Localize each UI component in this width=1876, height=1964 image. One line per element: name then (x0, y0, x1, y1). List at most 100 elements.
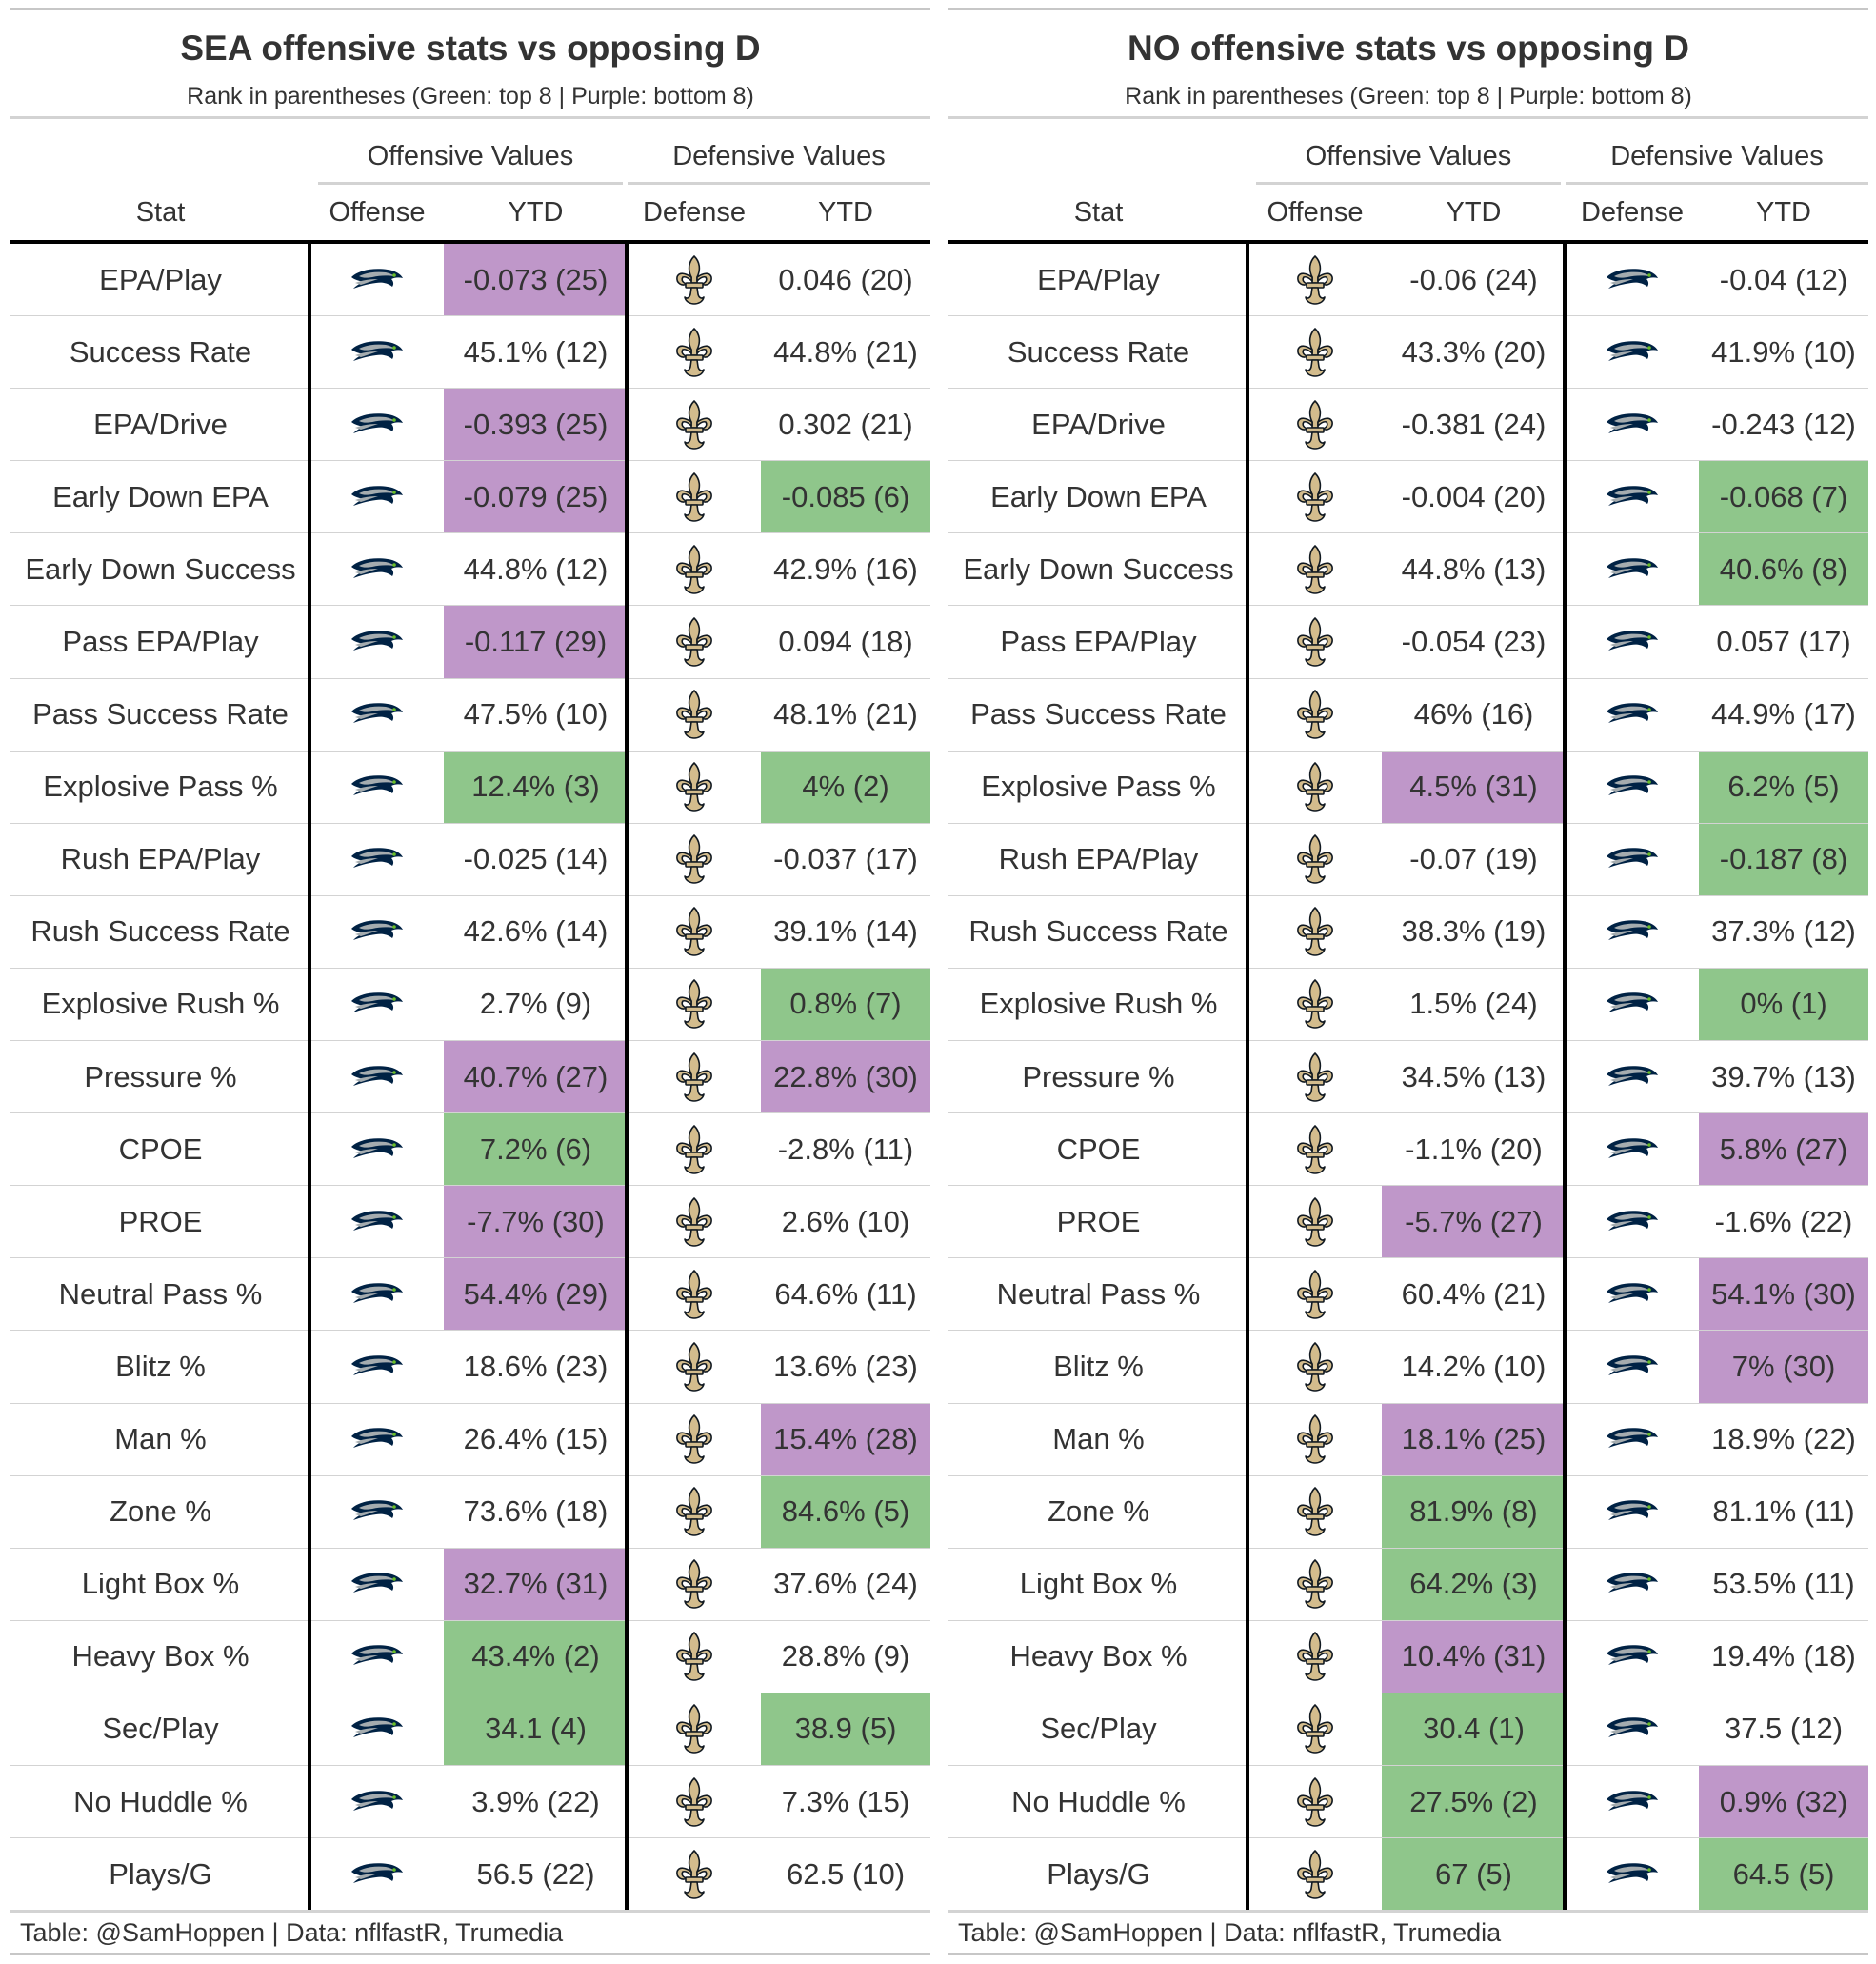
col-header-offense: Offense (1267, 197, 1364, 228)
offense-ytd-value: 54.4% (29) (444, 1258, 628, 1331)
saints-fleur-de-lis-icon (1248, 1186, 1382, 1257)
table-row: CPOE -1.1% (20) 5.8% (27) (948, 1113, 1868, 1187)
defensive-values-spanner: Defensive Values (628, 128, 930, 185)
seahawks-logo-icon (1566, 752, 1699, 823)
seahawks-logo-icon (1566, 244, 1699, 315)
stat-name: Early Down EPA (990, 479, 1207, 513)
seahawks-logo-icon (1566, 824, 1699, 895)
seahawks-logo-icon (1566, 1404, 1699, 1475)
defense-ytd-value: 22.8% (30) (761, 1041, 930, 1113)
offense-ytd-value: 47.5% (10) (463, 697, 609, 731)
col-header-offense: Offense (329, 197, 426, 228)
stat-name: CPOE (1056, 1132, 1141, 1166)
offense-ytd-value: 42.6% (14) (463, 914, 609, 949)
offense-ytd-value: 40.7% (27) (444, 1041, 628, 1113)
defense-ytd-value: 15.4% (28) (761, 1403, 930, 1475)
offense-ytd-value: -0.117 (29) (444, 606, 628, 678)
stat-name: Neutral Pass % (996, 1276, 1201, 1311)
defense-ytd-value: 44.9% (17) (1711, 697, 1856, 731)
defense-ytd-value: 0.094 (18) (778, 625, 913, 659)
defense-ytd-value: 37.3% (12) (1711, 914, 1856, 949)
table-row: Light Box % 64.2% (3) 53.5% (11) (948, 1548, 1868, 1621)
seahawks-logo-icon (310, 1621, 444, 1693)
saints-fleur-de-lis-icon (1248, 1113, 1382, 1185)
offense-ytd-value: 60.4% (21) (1401, 1276, 1547, 1311)
defense-ytd-value: 13.6% (23) (773, 1349, 918, 1383)
stat-name: Zone % (110, 1494, 211, 1529)
defense-ytd-value: 37.5 (12) (1724, 1712, 1844, 1746)
offense-ytd-value: -0.025 (14) (463, 842, 609, 876)
saints-fleur-de-lis-icon (628, 461, 761, 532)
stat-name: Heavy Box % (71, 1639, 249, 1673)
offense-ytd-value: 43.4% (2) (444, 1620, 628, 1693)
offense-ytd-value: 46% (16) (1413, 697, 1534, 731)
seahawks-logo-icon (310, 969, 444, 1040)
stat-name: PROE (1056, 1204, 1141, 1238)
table-row: Neutral Pass % 54.4% (29) 64.6% (11) (10, 1258, 930, 1332)
defense-ytd-value: -0.243 (12) (1711, 407, 1856, 441)
defense-ytd-value: 0.057 (17) (1716, 625, 1851, 659)
saints-fleur-de-lis-icon (1248, 1258, 1382, 1330)
offense-ytd-value: -0.07 (19) (1409, 842, 1538, 876)
spanner-underline (628, 182, 930, 185)
stat-name: Blitz % (1053, 1349, 1144, 1383)
seahawks-logo-icon (310, 1766, 444, 1837)
seahawks-logo-icon (310, 606, 444, 677)
defense-ytd-value: 41.9% (10) (1711, 334, 1856, 369)
table-row: Neutral Pass % 60.4% (21) 54.1% (30) (948, 1258, 1868, 1332)
stat-name: Pressure % (1022, 1059, 1175, 1093)
table-row: No Huddle % 3.9% (22) 7.3% (15) (10, 1766, 930, 1839)
spanner-label: Defensive Values (672, 141, 886, 171)
spanner-underline (318, 182, 623, 185)
table-row: Zone % 73.6% (18) 84.6% (5) (10, 1475, 930, 1549)
offense-ytd-value: 18.1% (25) (1382, 1403, 1566, 1475)
spanner-label: Offensive Values (367, 141, 574, 171)
saints-fleur-de-lis-icon (628, 606, 761, 677)
saints-fleur-de-lis-icon (628, 244, 761, 315)
seahawks-logo-icon (310, 1331, 444, 1402)
offense-ytd-value: 1.5% (24) (1409, 987, 1538, 1021)
stat-name: Man % (1052, 1422, 1145, 1456)
column-separator (1246, 244, 1249, 1912)
saints-fleur-de-lis-icon (628, 752, 761, 823)
table-row: Explosive Pass % 4.5% (31) 6.2% (5) (948, 751, 1868, 824)
seahawks-logo-icon (310, 896, 444, 968)
stat-name: Early Down EPA (52, 479, 269, 513)
seahawks-logo-icon (310, 461, 444, 532)
seahawks-logo-icon (1566, 1693, 1699, 1765)
defense-ytd-value: 28.8% (9) (781, 1639, 910, 1673)
saints-fleur-de-lis-icon (628, 1766, 761, 1837)
saints-fleur-de-lis-icon (628, 1476, 761, 1548)
offense-ytd-value: 7.2% (6) (444, 1113, 628, 1186)
seahawks-logo-icon (1566, 316, 1699, 388)
saints-fleur-de-lis-icon (628, 1331, 761, 1402)
table-row: Man % 26.4% (15) 15.4% (28) (10, 1403, 930, 1476)
table-row: EPA/Play -0.06 (24) -0.04 (12) (948, 244, 1868, 317)
footer-rule (10, 1910, 930, 1913)
table-row: Light Box % 32.7% (31) 37.6% (24) (10, 1548, 930, 1621)
spanner-label: Offensive Values (1305, 141, 1512, 171)
stat-name: Explosive Pass % (981, 770, 1216, 804)
col-header-defense: Defense (1580, 197, 1684, 228)
header-rule (10, 240, 930, 244)
saints-fleur-de-lis-icon (628, 1621, 761, 1693)
defense-ytd-value: 0.302 (21) (778, 407, 913, 441)
table-row: Zone % 81.9% (8) 81.1% (11) (948, 1475, 1868, 1549)
stat-name: No Huddle % (73, 1784, 248, 1818)
table-row: Pass Success Rate 47.5% (10) 48.1% (21) (10, 679, 930, 752)
table-row: Pass EPA/Play -0.117 (29) 0.094 (18) (10, 606, 930, 679)
stat-name: Early Down Success (25, 551, 296, 586)
saints-fleur-de-lis-icon (1248, 1476, 1382, 1548)
offense-ytd-value: 26.4% (15) (463, 1422, 609, 1456)
column-separator (1563, 244, 1567, 1912)
table-title: SEA offensive stats vs opposing D (180, 29, 761, 68)
stat-name: EPA/Drive (1031, 407, 1166, 441)
seahawks-logo-icon (310, 1838, 444, 1910)
saints-fleur-de-lis-icon (628, 824, 761, 895)
stat-name: Heavy Box % (1009, 1639, 1187, 1673)
table-row: Success Rate 45.1% (12) 44.8% (21) (10, 316, 930, 390)
top-rule (948, 8, 1868, 10)
defense-ytd-value: 19.4% (18) (1711, 1639, 1856, 1673)
defense-ytd-value: 54.1% (30) (1699, 1258, 1868, 1331)
offense-ytd-value: -1.1% (20) (1405, 1132, 1543, 1166)
